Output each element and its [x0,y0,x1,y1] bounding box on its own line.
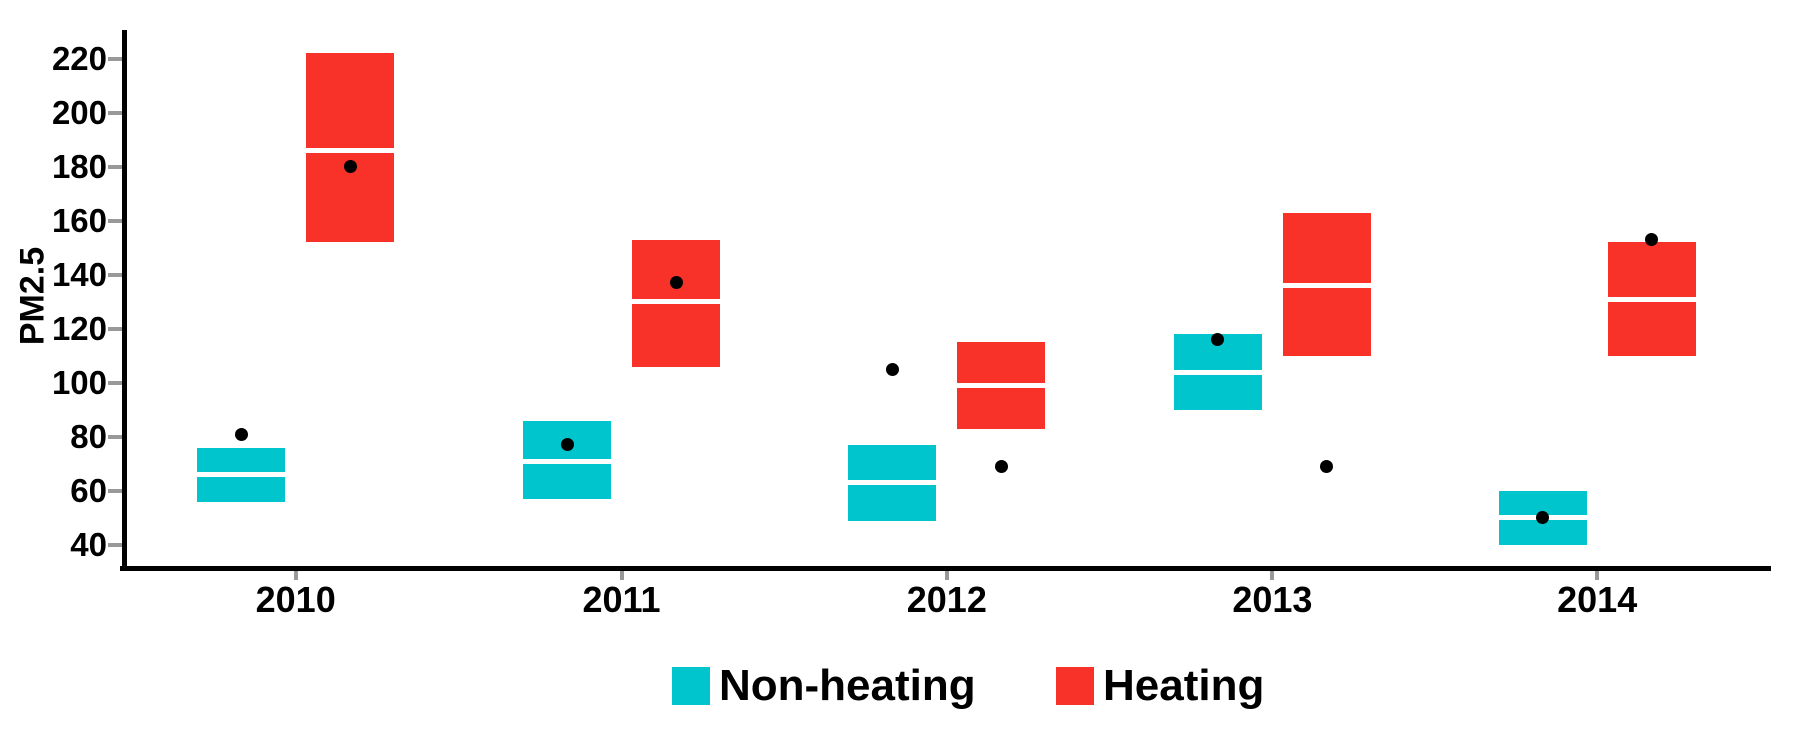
crossbar-midline [523,458,611,464]
data-point-dot [1211,333,1225,347]
data-point-dot [234,427,248,441]
legend-item-non-heating: Non-heating [672,661,976,710]
y-tick-label: 100 [51,363,107,401]
crossbar-box-non-heating-2010 [197,447,286,502]
x-tick-mark [1595,571,1600,580]
crossbar-midline [306,147,395,153]
data-point-dot [1536,511,1550,525]
x-tick-label: 2013 [1232,579,1313,620]
y-axis-line [122,30,127,571]
crossbar-box-non-heating-2011 [523,420,611,500]
legend-swatch-heating-icon [1056,667,1094,705]
legend-item-heating: Heating [1056,661,1265,710]
data-point-dot [994,460,1008,474]
y-tick-label: 120 [51,309,107,347]
legend-swatch-non-heating-icon [672,667,710,705]
y-tick-mark [108,543,122,547]
x-tick-mark [293,571,298,580]
y-tick-label: 40 [70,526,107,563]
crossbar-midline [848,480,937,486]
y-tick-label: 220 [51,39,107,77]
y-tick-mark [108,56,122,61]
crossbar-box-non-heating-2012 [848,444,937,521]
y-tick-label: 200 [51,93,107,131]
y-tick-mark [108,326,122,331]
y-tick-label: 140 [51,255,107,293]
crossbar-box-heating-2010 [306,53,395,243]
y-tick-label: 80 [70,417,107,455]
y-tick-label: 60 [70,471,107,509]
data-point-dot [1320,460,1334,474]
crossbar-midline [1282,283,1371,289]
data-point-dot [343,160,357,174]
legend-label-heating: Heating [1103,661,1265,710]
y-tick-label: 160 [51,201,107,239]
y-tick-mark [108,164,122,169]
x-tick-label: 2012 [906,579,987,620]
crossbar-midline [1173,369,1262,375]
y-tick-mark [108,380,122,385]
y-tick-mark [108,218,122,223]
crossbar-box-heating-2014 [1607,242,1696,356]
x-tick-label: 2011 [582,579,661,620]
x-axis-line [120,566,1771,571]
x-tick-mark [944,571,949,580]
crossbar-box-heating-2013 [1282,212,1371,356]
crossbar-midline [957,383,1046,389]
data-point-dot [669,276,683,290]
crossbar-midline [632,299,720,305]
crossbar-box-heating-2011 [632,239,720,367]
y-tick-mark [108,488,122,493]
x-tick-mark [1270,571,1275,580]
x-tick-label: 2014 [1557,579,1638,620]
crossbar-midline [197,472,286,478]
crossbar-midline [1607,296,1696,302]
data-point-dot [1645,233,1659,247]
data-point-dot [885,362,899,376]
y-tick-label: 180 [51,147,107,185]
y-tick-mark [108,434,122,439]
y-tick-mark [108,272,122,277]
crossbar-box-non-heating-2013 [1173,334,1262,410]
legend-label-non-heating: Non-heating [719,661,976,710]
y-tick-mark [108,110,122,115]
x-tick-mark [619,571,624,580]
data-point-dot [560,438,574,452]
x-tick-label: 2010 [255,579,336,620]
crossbar-box-heating-2012 [957,342,1046,429]
